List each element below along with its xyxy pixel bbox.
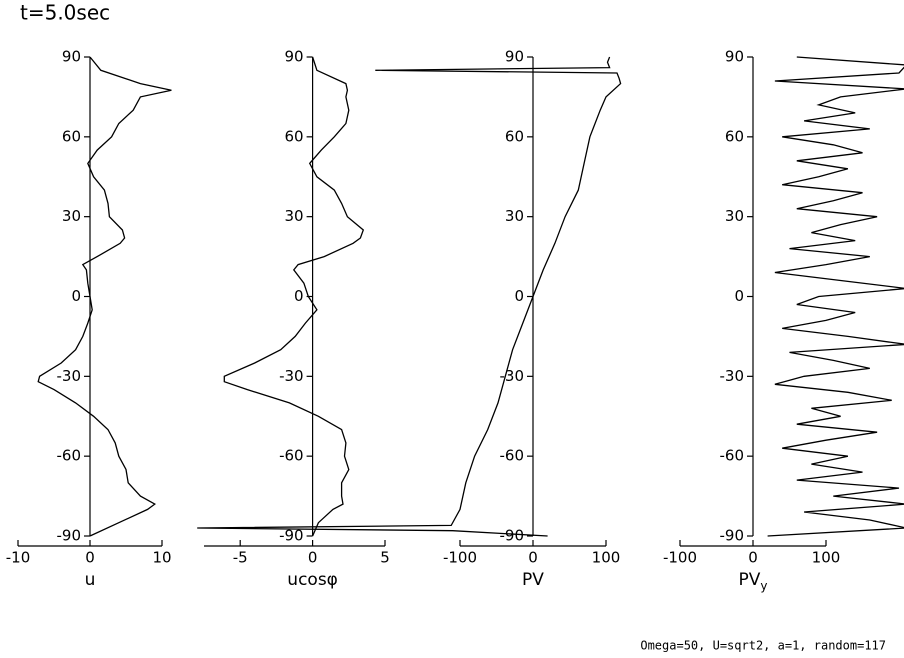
data-line [197,56,622,537]
x-axis-label: ucosφ [287,570,338,590]
y-tick-label: -30 [500,367,525,385]
y-tick-label: 60 [62,127,81,145]
footnote: Omega=50, U=sqrt2, a=1, random=117 [640,639,886,653]
x-axis-label-text: PV [522,570,544,590]
x-tick-label: 100 [812,549,841,567]
y-tick-label: 30 [725,207,744,225]
x-axis-label-text: u [85,570,96,590]
x-tick-label: 5 [380,549,390,567]
y-tick-label: 30 [62,207,81,225]
y-tick-label: 90 [725,48,744,66]
x-tick-label: -100 [663,549,697,567]
x-tick-label: -100 [443,549,477,567]
y-tick-label: 30 [285,207,304,225]
y-tick-label: -90 [57,527,82,545]
chart-title: t=5.0sec [20,1,110,25]
y-tick-label: 30 [505,207,524,225]
y-tick-label: -30 [279,367,304,385]
x-axis-label: u [85,570,96,590]
data-line [223,56,365,537]
y-tick-label: 60 [725,127,744,145]
y-tick-label: -60 [720,447,745,465]
y-tick-label: -60 [279,447,304,465]
x-axis-label-sub: y [760,579,767,593]
y-tick-label: -60 [500,447,525,465]
y-tick-label: 60 [285,127,304,145]
x-tick-label: 0 [528,549,538,567]
x-tick-label: -10 [6,549,31,567]
y-tick-label: -30 [57,367,82,385]
y-tick-label: 90 [285,48,304,66]
y-tick-label: -30 [720,367,745,385]
data-line [37,56,172,537]
x-tick-label: -5 [233,549,248,567]
x-tick-label: 100 [592,549,621,567]
y-tick-label: 90 [62,48,81,66]
y-tick-label: 90 [505,48,524,66]
y-tick-label: 0 [514,287,524,305]
y-tick-label: -90 [279,527,304,545]
x-axis-label-text: PV [739,570,761,590]
x-axis-label-text: ucosφ [287,570,338,590]
x-axis-label: PVy [739,570,768,593]
x-axis-label: PV [522,570,544,590]
y-tick-label: 60 [505,127,524,145]
y-tick-label: 0 [71,287,81,305]
y-tick-label: 0 [734,287,744,305]
y-tick-label: 0 [294,287,304,305]
y-tick-label: -90 [720,527,745,545]
data-line [767,56,904,537]
x-tick-label: 0 [308,549,318,567]
x-tick-label: 0 [748,549,758,567]
y-tick-label: -90 [500,527,525,545]
y-tick-label: -60 [57,447,82,465]
x-tick-label: 0 [85,549,95,567]
x-tick-label: 10 [152,549,171,567]
